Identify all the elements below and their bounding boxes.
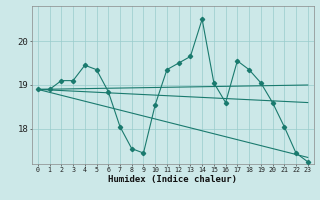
X-axis label: Humidex (Indice chaleur): Humidex (Indice chaleur) [108, 175, 237, 184]
